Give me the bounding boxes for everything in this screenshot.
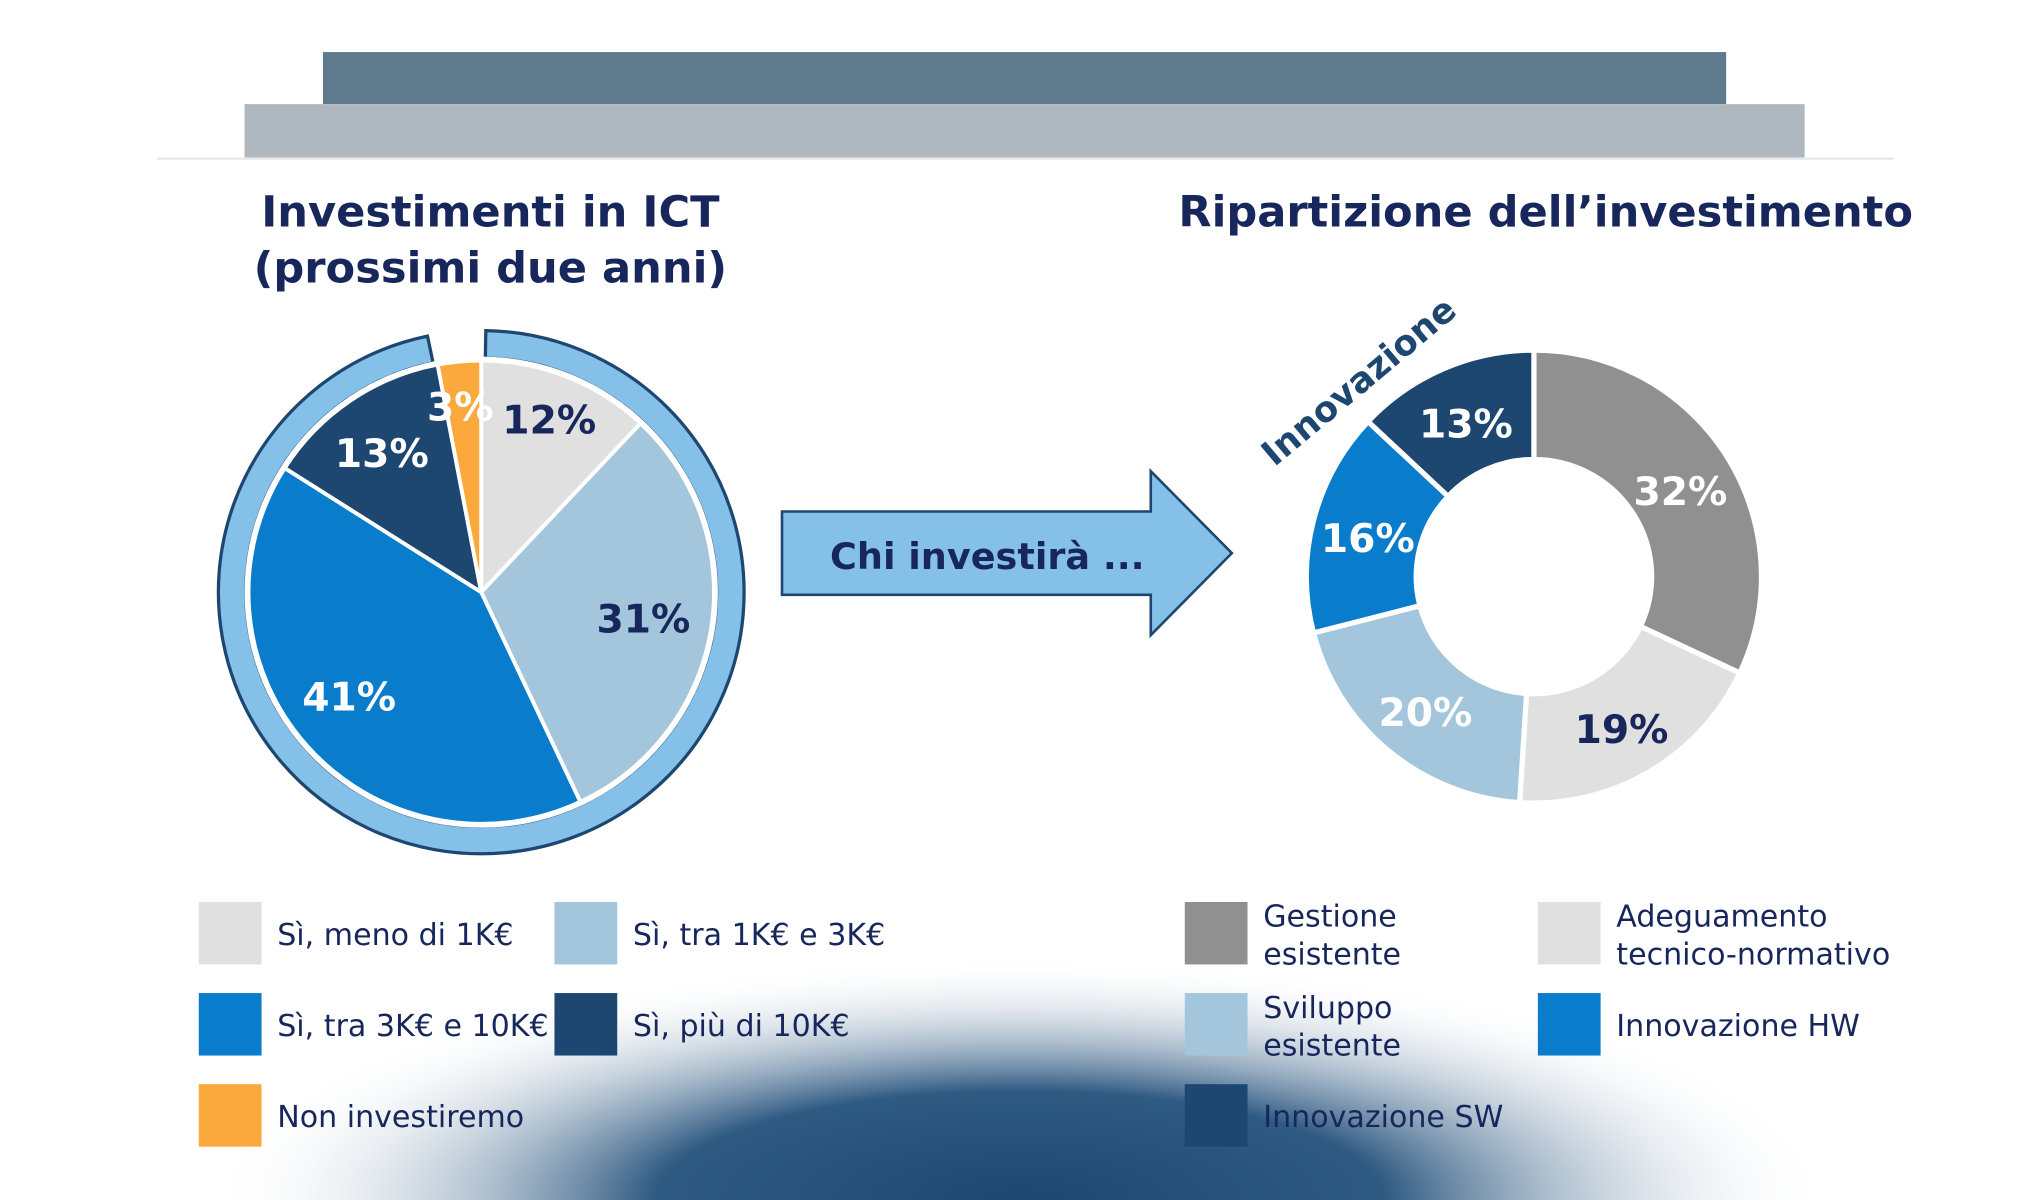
left-legend: Sì, meno di 1K€ Sì, tra 1K€ e 3K€ Sì, tra … [198,901,885,1147]
pie-slice-s-tra-3k-e-10k [246,465,583,826]
left-chart-title: Investimenti in ICT [261,188,720,238]
legend-label: Innovazione HW [1616,1009,1860,1044]
donut-slice-innovazione-hw [1303,417,1452,637]
left-chart-subtitle: (prossimi due anni) [254,244,727,294]
pie-data-label: 41% [302,676,396,721]
right-chart-title: Ripartizione dell’investimento [1178,188,1913,238]
legend-label: Sì, tra 3K€ e 10K€ [277,1009,548,1044]
pie-data-label: 31% [596,598,690,643]
legend-swatch [1184,1084,1248,1147]
legend-label: Sì, meno di 1K€ [277,918,513,953]
legend-label: esistente [1263,937,1401,972]
donut-slice-gestione-esistente [1531,347,1765,677]
donut-data-label: 20% [1378,691,1472,736]
donut-slice-sviluppo-esistente [1310,602,1530,806]
investment-pie: 12% 31% 41% 13%3% [216,328,746,856]
donut-data-label: 16% [1321,517,1415,562]
legend-label: Adeguamento [1616,900,1827,935]
donut-data-label: 19% [1575,708,1669,753]
legend-swatch [1537,993,1601,1056]
legend-swatch [198,993,262,1056]
pie-slice-non-investiremo [435,358,484,593]
pie-data-label: 3% [427,385,494,430]
legend-label: Sì, tra 1K€ e 3K€ [633,918,885,953]
pie-data-label: 13% [335,432,429,477]
legend-swatch [1184,901,1248,965]
arrow-label: Chi investirà ... [830,535,1145,578]
legend-swatch [554,901,618,965]
donut-slice-innovazione-sw [1364,347,1537,501]
legend-swatch [554,993,618,1056]
pie-data-label: 12% [502,398,596,443]
legend-label: tecnico-normativo [1616,937,1890,972]
legend-label: Gestione [1263,900,1397,935]
legend-swatch [198,1084,262,1147]
allocation-donut: 32% 19% 20% 16% 13% [1303,347,1765,806]
legend-swatch [1184,993,1248,1056]
legend-label: Non investiremo [277,1100,524,1135]
donut-data-label: 32% [1633,470,1727,515]
legend-label: esistente [1263,1029,1401,1064]
header-bar-dark [323,52,1727,105]
donut-slice-adeguamento-tecnico-normativo [1516,622,1744,806]
bottom-gradient [0,911,2040,1200]
arrow-shape: Chi investirà ... [780,467,1234,639]
pie-slice-s-meno-di-1k [479,358,644,598]
legend-swatch [198,901,262,965]
legend-swatch [1537,901,1601,965]
header-bar-light [244,104,1805,158]
legend-label: Sì, più di 10K€ [633,1009,850,1044]
pie-slice-s-tra-1k-e-3k [478,420,716,805]
legend-label: Innovazione SW [1263,1100,1503,1135]
right-legend: GestioneesistenteAdeguamentotecnico-norm… [1184,900,1890,1147]
donut-data-label: 13% [1419,402,1513,447]
pie-slice-s-pi-di-10k [281,362,485,597]
legend-label: Sviluppo [1263,991,1392,1026]
